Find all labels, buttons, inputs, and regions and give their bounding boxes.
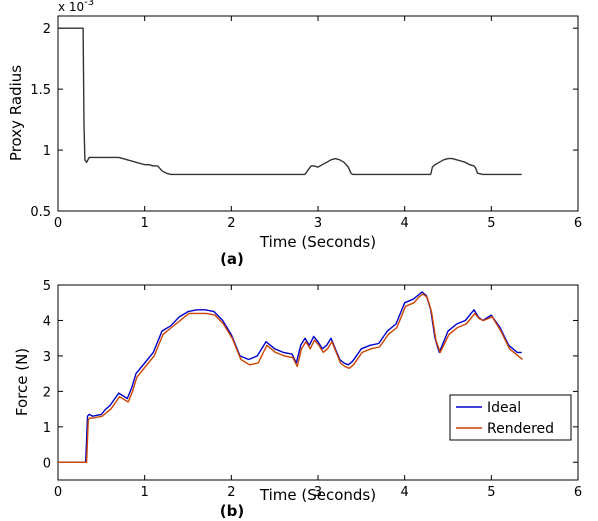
series-a [58,27,522,176]
x-tick-label: 2 [227,485,235,500]
y-tick-label: 0.5 [30,205,51,220]
x-tick-label: 4 [401,485,409,500]
y-tick-label: 1 [43,144,51,159]
x-axis-label-a: Time (Seconds) [259,233,376,251]
y-tick-label: 4 [43,314,51,329]
series-b [58,291,523,463]
y-axis-label-b: Force (N) [13,348,31,416]
x-tick-label: 5 [487,485,495,500]
y-scale-factor: x 10-3 [58,0,94,14]
y-tick-label: 2 [43,385,51,400]
legend-label-rendered: Rendered [487,421,554,437]
legend-label-ideal: Ideal [487,400,521,416]
series-line-series-0 [58,27,522,176]
x-tick-label: 0 [54,216,62,231]
x-axis-label-b: Time (Seconds) [259,486,376,504]
x-tick-label: 4 [401,216,409,231]
legend-box [449,394,572,441]
y-tick-label: 1.5 [30,83,51,98]
x-tick-label: 6 [574,485,582,500]
ticks-a: 0 1 2 3 4 5 6 0.5 1 1.5 2 [30,16,582,231]
y-tick-label: 5 [43,279,51,294]
legend: Ideal Rendered [449,394,572,441]
ticks-b: 0 1 2 3 4 5 6 0 1 2 3 4 5 [43,279,582,500]
x-tick-label: 2 [227,216,235,231]
subplot-label-b: (b) [220,502,244,520]
y-tick-label: 0 [43,456,51,471]
series-line-ideal [58,291,522,463]
x-tick-label: 1 [141,485,149,500]
subplot-b: 0 1 2 3 4 5 6 0 1 2 3 4 5 Time (Seconds) Force (N) (… [13,279,582,520]
x-tick-label: 3 [314,485,322,500]
y-axis-label-a: Proxy Radius [7,65,25,161]
subplot-a: 0 1 2 3 4 5 6 0.5 1 1.5 2 x 10-3 Time (Seconds) Pr… [7,0,582,268]
x-tick-label: 6 [574,216,582,231]
y-tick-label: 2 [43,22,51,37]
x-tick-label: 1 [141,216,149,231]
y-tick-label: 3 [43,350,51,365]
x-tick-label: 3 [314,216,322,231]
x-tick-label: 0 [54,485,62,500]
axes-frame-b [57,284,579,481]
axes-frame-a [57,15,579,212]
series-line-rendered [58,293,523,463]
x-tick-label: 5 [487,216,495,231]
y-tick-label: 1 [43,421,51,436]
subplot-label-a: (a) [220,250,244,268]
